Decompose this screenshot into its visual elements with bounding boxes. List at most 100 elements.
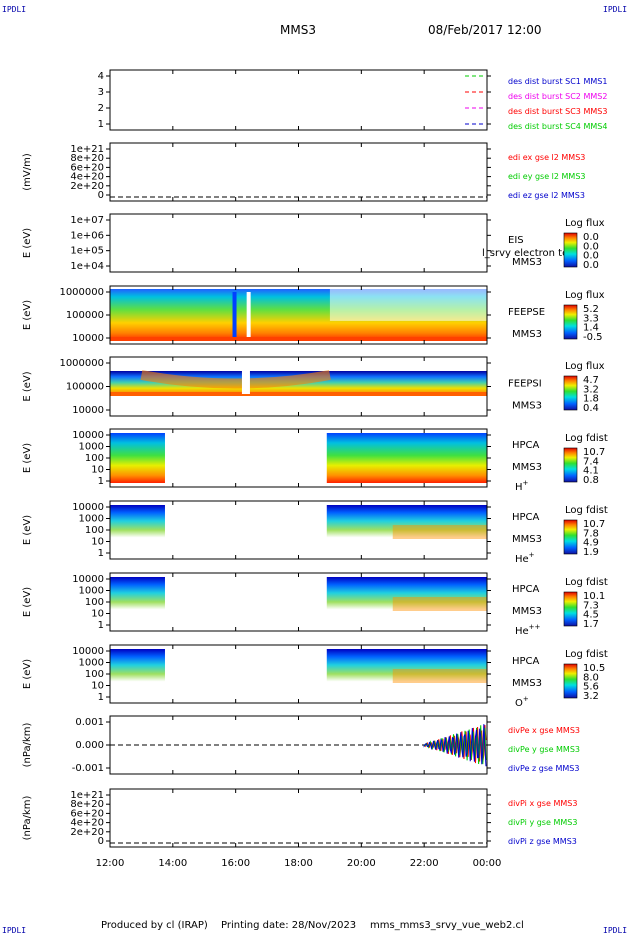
colorbar (563, 519, 578, 555)
panel-1: 4 3 2 1 des dist burst SC1 MMS1 des dist burs… (98, 69, 607, 131)
panel-1-data (465, 75, 484, 125)
legend-entry: edi ey gse l2 MMS3 (508, 172, 586, 181)
colorbar-tick-label: 1.8 (583, 394, 599, 405)
y-tick-label: 0.000 (75, 740, 104, 751)
instrument-label: FEEPSE (508, 307, 545, 318)
x-tick-label: 16:00 (221, 858, 250, 869)
corner-label-bottom-left: IPDLI (2, 926, 27, 935)
legend-entry: divPe z gse MMS3 (508, 764, 579, 773)
y-tick-label: 4 (98, 71, 104, 82)
colorbar (563, 447, 578, 483)
spectrogram-segment-early (110, 577, 165, 627)
y-tick-label: 1 (98, 119, 104, 130)
y-tick-label: 3 (98, 87, 104, 98)
colorbar (563, 591, 578, 627)
printing-date: Printing date: 28/Nov/2023 (221, 920, 357, 931)
corner-label-top-left: IPDLI (2, 5, 27, 14)
legend-entry: edi ez gse l2 MMS3 (508, 191, 585, 200)
y-tick-label: 6e+20 (70, 808, 104, 819)
instrument-label: HPCA (512, 656, 540, 667)
y-axis-label: E (eV) (22, 443, 33, 473)
spectrogram-segment-late (326, 577, 487, 627)
panel-5-data (110, 365, 487, 396)
legend-entry: divPi y gse MMS3 (508, 818, 577, 827)
y-tick-label: 1e+07 (70, 215, 104, 226)
y-tick-label: 1000 (79, 442, 104, 453)
spectrogram-bottom-band (110, 392, 487, 396)
instrument-label: EIS (508, 235, 524, 246)
spectrogram-band (232, 292, 237, 338)
y-axis-label: (nPa/km) (22, 723, 33, 768)
colorbar-tick-label: 3.2 (583, 384, 599, 395)
colorbar (563, 232, 578, 268)
colorbar-tick-label: 0.8 (583, 475, 599, 486)
y-tick-label: 10000 (72, 574, 104, 585)
panel-frame (109, 213, 488, 273)
x-tick-label: 00:00 (473, 858, 502, 869)
colorbar-tick-label: 10.7 (583, 447, 605, 458)
legend-entry: edi ex gse l2 MMS3 (508, 153, 585, 162)
colorbar-tick-label: 0.0 (583, 260, 599, 271)
colorbar-title: Log fdist (565, 649, 608, 660)
y-tick-label: 100 (85, 597, 104, 608)
colorbar-tick-label: 1.4 (583, 323, 599, 334)
y-axis-label: E (eV) (22, 515, 33, 545)
spectrogram-hotspot (392, 525, 487, 539)
y-tick-label: 100 (85, 669, 104, 680)
y-axis-label: (mV/m) (22, 153, 33, 191)
spectrogram-segment-early (110, 505, 165, 555)
x-tick-label: 18:00 (284, 858, 313, 869)
spectrogram-hotspot (392, 597, 487, 611)
datetime-title: 08/Feb/2017 12:00 (428, 23, 542, 37)
colorbar-tick-label: 10.5 (583, 663, 605, 674)
y-tick-label: 1e+06 (70, 230, 104, 241)
y-tick-label: 2e+20 (70, 181, 104, 192)
y-tick-label: 1 (98, 476, 104, 487)
spacecraft-label: MMS3 (512, 678, 542, 689)
y-axis-label: E (eV) (22, 300, 33, 330)
colorbar-tick-label: 1.7 (583, 619, 599, 630)
colorbar-tick-label: 4.9 (583, 538, 599, 549)
colorbar-tick-label: 4.7 (583, 375, 599, 386)
y-tick-label: 10 (91, 681, 104, 692)
y-tick-label: 10000 (72, 646, 104, 657)
colorbar-title: Log fdist (565, 433, 608, 444)
y-tick-label: 4e+20 (70, 818, 104, 829)
y-axis-label: E (eV) (22, 587, 33, 617)
colorbar (563, 663, 578, 699)
spectrogram-gap (241, 365, 250, 394)
colorbar-tick-label: 5.6 (583, 682, 599, 693)
colorbar-tick-label: 7.3 (583, 600, 599, 611)
panel-6-data (110, 433, 487, 483)
y-tick-label: 2 (98, 103, 104, 114)
colorbar-tick-label: -0.5 (583, 332, 603, 343)
instrument-label: HPCA (512, 512, 540, 523)
spacecraft-label: MMS3 (512, 534, 542, 545)
spectrogram-hotspot (392, 669, 487, 683)
y-tick-label: 6e+20 (70, 162, 104, 173)
panel-10-data (110, 724, 487, 767)
panel-4-data (110, 289, 487, 341)
colorbar-tick-label: 3.2 (583, 691, 599, 702)
colorbar-tick-label: 4.1 (583, 466, 599, 477)
y-tick-label: 1e+04 (70, 261, 104, 272)
legend-entry: des dist burst SC2 MMS2 (508, 92, 607, 101)
panel-frame (109, 788, 488, 848)
y-tick-label: 1000 (79, 658, 104, 669)
colorbar-tick-label: 7.4 (583, 456, 599, 467)
colorbar-tick-label: 10.1 (583, 591, 605, 602)
colorbar-title: Log fdist (565, 505, 608, 516)
y-tick-label: -0.001 (72, 763, 104, 774)
spectrogram-arc (140, 370, 331, 389)
legend-entry: des dist burst SC3 MMS3 (508, 107, 607, 116)
colorbar-title: Log flux (565, 218, 605, 229)
produced-by: Produced by cl (IRAP) (101, 920, 208, 931)
spectrogram-segment-early (110, 649, 165, 699)
colorbar-tick-label: 5.2 (583, 304, 599, 315)
y-tick-label: 1 (98, 692, 104, 703)
colorbar-tick-label: 0.0 (583, 241, 599, 252)
y-tick-label: 0 (98, 836, 104, 847)
